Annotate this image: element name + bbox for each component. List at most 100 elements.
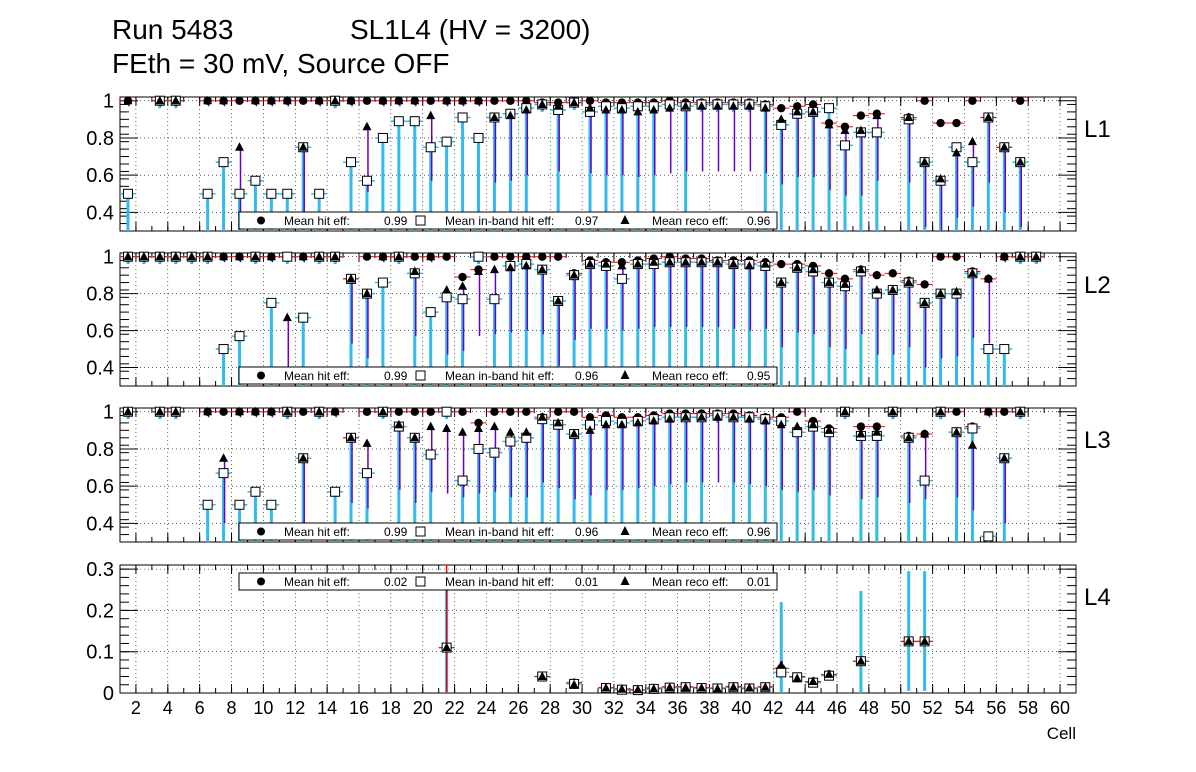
panel-l1-inband-point <box>282 188 293 199</box>
panel-l3-legend-hit-label: Mean hit eff: <box>284 525 350 539</box>
panel-l4-reco-point <box>904 636 914 645</box>
x-tick-label: 18 <box>381 698 401 718</box>
panel-l1-hit-point <box>235 96 244 105</box>
panel-l1-inband-point <box>473 132 484 143</box>
x-axis-title: Cell <box>1047 724 1076 743</box>
panel-l3-hit-point <box>1000 407 1009 416</box>
x-tick-label: 44 <box>795 698 815 718</box>
panel-l1-reco-point <box>569 97 579 107</box>
panel-l1-inband-point <box>314 188 325 199</box>
panel-l3-legend-inband-marker <box>415 526 426 537</box>
panel-l4-reco-point <box>824 669 834 678</box>
x-tick-label: 40 <box>731 698 751 718</box>
panel-l4-legend <box>238 572 778 591</box>
panel-l1-reco-point <box>442 95 452 105</box>
panel-l3-reco-point <box>521 427 531 436</box>
panel-l2-legend-hit-marker <box>257 371 265 380</box>
panel-l3-reco-point <box>872 427 882 436</box>
panel-l2-reco-point <box>681 257 691 266</box>
panel-l4-legend-hit-label: Mean hit eff: <box>284 575 350 589</box>
panel-l1-reco-point <box>665 103 675 112</box>
panel-l2-reco-point <box>330 251 340 261</box>
x-tick-label: 28 <box>540 698 560 718</box>
panel-l4-legend-reco-label: Mean reco eff: <box>652 575 729 589</box>
panel-l1-reco-point <box>681 101 691 110</box>
x-tick-label: 24 <box>476 698 496 718</box>
panel-l3-legend-inband-value: 0.96 <box>575 525 599 539</box>
panel-l2-reco-point <box>362 288 372 298</box>
panel-l1-legend-hit-marker <box>257 216 265 225</box>
panel-l2-inband-point <box>489 294 500 305</box>
panel-l4-reco-point <box>681 682 691 692</box>
panel-l1-reco-point <box>266 95 276 105</box>
panel-l3-hit-point <box>490 407 499 416</box>
panel-l4-reco-point <box>649 683 659 693</box>
panel-l3-inband-point <box>983 531 994 542</box>
panel-l4-reco-point <box>569 679 579 689</box>
panel-l3-reco-point <box>728 412 738 421</box>
panel-l3-inband-point <box>505 436 516 447</box>
panel-l1-reco-point <box>840 125 850 134</box>
panel-l1-inband-point <box>425 142 436 153</box>
panel-l1-reco-point <box>713 101 722 110</box>
panel-l1-reco-point <box>601 105 611 114</box>
panel-l2-reco-point <box>904 277 914 287</box>
panel-l2-reco-point <box>553 296 563 305</box>
panel-l3-reco-point <box>936 406 946 416</box>
panel-l3-reco-point <box>474 423 483 432</box>
panel-l2-reco-point <box>840 279 850 288</box>
panel-l1-hit-point <box>585 96 595 105</box>
panel-l2-hit-point <box>362 252 372 261</box>
panel-l1-reco-point <box>521 105 531 114</box>
x-tick-label: 26 <box>508 698 528 718</box>
panel-l3-reco-point <box>442 423 452 432</box>
panel-l1-reco-point <box>697 101 707 110</box>
panel-l1-reco-point <box>824 119 834 129</box>
x-tick-label: 22 <box>445 698 465 718</box>
x-tick-label: 48 <box>859 698 879 718</box>
panel-l1-legend-inband-value: 0.97 <box>575 214 599 228</box>
panel-l1-inband-point <box>202 188 213 199</box>
panel-l2-inband-point <box>473 251 484 262</box>
panel-l3-reco-point <box>298 453 308 462</box>
panel-l3-reco-point <box>983 406 993 416</box>
panel-l1-ytick-label: 1 <box>103 91 114 113</box>
panel-l1-hit-point <box>522 96 531 105</box>
panel-l1-ytick-label: 0.6 <box>86 165 114 187</box>
panel-l1-reco-point <box>537 99 547 108</box>
title-chamber: SL1L4 (HV = 3200) <box>350 14 591 45</box>
panel-l1-inband-point <box>377 132 388 143</box>
panel-l3-label: L3 <box>1084 427 1111 454</box>
panel-l1-reco-point <box>808 106 818 116</box>
panel-l2-hit-point <box>522 252 531 261</box>
panel-l3-hit-point <box>553 407 563 416</box>
panel-l3-inband-point <box>441 406 452 417</box>
panel-l4-legend-hit-marker <box>257 577 265 586</box>
panel-l3-reco-point <box>219 453 229 462</box>
x-tick-label: 60 <box>1050 698 1070 718</box>
panel-l3-reco-point <box>713 412 722 421</box>
panel-l3-inband-point <box>250 486 261 497</box>
panel-l2-reco-point <box>888 284 898 294</box>
panel-l3-inband-point <box>489 447 500 458</box>
panel-l3-reco-point <box>235 406 244 416</box>
x-tick-label: 56 <box>986 698 1006 718</box>
panel-l1-legend-hit-value: 0.99 <box>384 214 408 228</box>
panel-l1-hit-point <box>920 96 929 105</box>
panel-l2-reco-point <box>649 257 659 266</box>
panel-l2-hit-point <box>410 252 419 261</box>
panel-l3-inband-point <box>919 475 930 486</box>
panel-l2-reco-point <box>123 251 133 261</box>
x-tick-label: 32 <box>604 698 624 718</box>
panel-l2-reco-point <box>442 284 452 294</box>
panel-l1-reco-point <box>904 112 914 121</box>
panel-l2-hit-point <box>506 252 515 261</box>
panel-l2-hit-point <box>538 252 547 261</box>
panel-l3-reco-point <box>362 438 372 447</box>
panel-l3-reco-point <box>649 416 659 425</box>
title-run: Run 5483 <box>112 14 234 45</box>
panel-l2-inband-point <box>234 331 245 342</box>
panel-l1-reco-point <box>585 103 595 112</box>
panel-l1-reco-point <box>203 95 213 105</box>
panel-l2-inband-point <box>377 277 388 288</box>
